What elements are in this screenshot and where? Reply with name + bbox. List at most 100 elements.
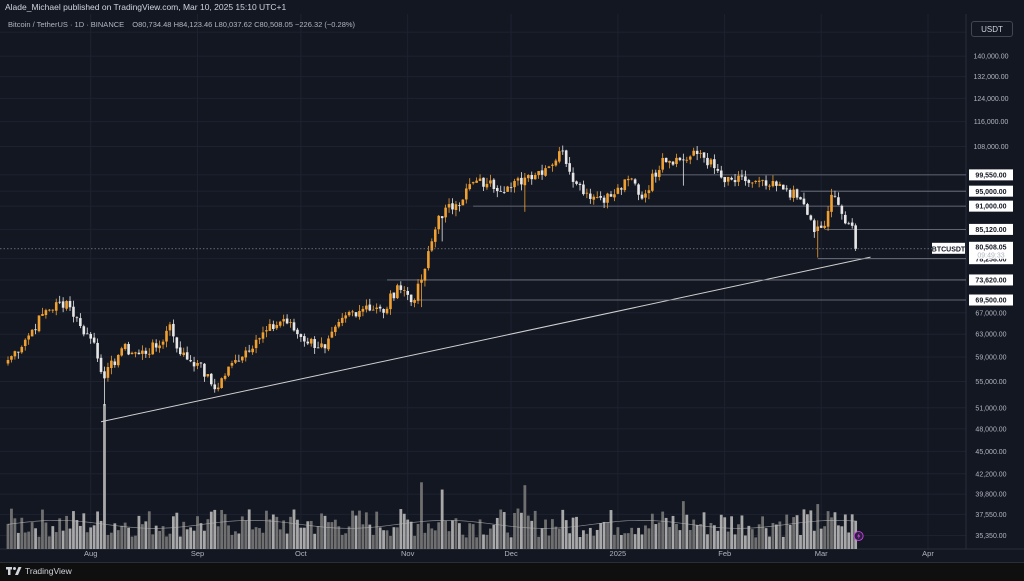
volume-bar: [109, 532, 113, 549]
candle-body: [51, 309, 55, 311]
candle-body: [368, 304, 372, 311]
candle-body: [433, 229, 437, 242]
volume-bar: [240, 516, 244, 549]
volume-bar: [509, 537, 513, 549]
price-tick-label: 140,000.00: [973, 54, 1008, 61]
candle-body: [719, 170, 723, 178]
candle-body: [161, 341, 165, 345]
candle-body: [268, 323, 272, 331]
volume-bar: [737, 524, 740, 549]
volume-bar: [82, 513, 86, 549]
candle-body: [65, 301, 68, 309]
volume-bar: [433, 530, 437, 549]
candle-body: [606, 193, 609, 203]
symbol-info: Bitcoin / TetherUS · 1D · BINANCE O80,73…: [8, 20, 355, 29]
candle-body: [144, 350, 148, 354]
candle-body: [6, 360, 10, 364]
volume-bar: [578, 537, 582, 549]
time-tick-label: Nov: [401, 549, 415, 558]
candle-body: [382, 309, 385, 313]
candle-body: [330, 331, 334, 338]
candle-body: [316, 347, 320, 349]
volume-bar: [847, 532, 851, 549]
candle-body: [48, 309, 51, 311]
volume-bar: [161, 526, 165, 549]
volume-bar: [140, 524, 144, 549]
candle-body: [423, 268, 427, 281]
candle-body: [72, 306, 75, 317]
candle-body: [278, 321, 282, 326]
level-label: 95,000.00: [975, 189, 1006, 196]
tradingview-logo[interactable]: TradingView: [6, 566, 72, 576]
candle-body: [730, 177, 733, 180]
candle-body: [613, 194, 616, 198]
volume-bar: [685, 514, 689, 549]
candle-body: [227, 366, 230, 376]
candle-body: [513, 181, 516, 188]
volume-bar: [402, 513, 406, 549]
candle-body: [561, 150, 565, 152]
candle-body: [413, 300, 416, 303]
candle-body: [17, 351, 20, 353]
candle-body: [185, 352, 189, 360]
candle-body: [340, 317, 344, 323]
candle-body: [209, 373, 213, 385]
candle-body: [30, 329, 34, 337]
candle-body: [682, 159, 685, 161]
volume-bar: [575, 516, 578, 549]
candle-body: [489, 180, 492, 184]
volume-bar: [6, 523, 10, 549]
volume-bar: [258, 528, 261, 549]
candle-body: [365, 305, 368, 310]
candle-body: [464, 188, 468, 200]
price-tag-value: 80,508.05: [975, 244, 1006, 251]
volume-bar: [692, 519, 696, 549]
candle-body: [468, 184, 472, 190]
candle-body: [371, 309, 375, 311]
candle-body: [578, 183, 582, 185]
candle-body: [437, 215, 441, 230]
volume-bar: [47, 536, 51, 549]
candle-body: [775, 181, 778, 186]
candle-body: [788, 189, 792, 198]
candle-body: [471, 182, 475, 184]
level-label: 85,120.00: [975, 227, 1006, 234]
candle-body: [79, 318, 82, 327]
time-tick-label: Aug: [84, 549, 97, 558]
volume-bar: [599, 522, 603, 549]
candle-body: [668, 160, 671, 163]
price-chart[interactable]: 99,550.00 95,000.00 91,000.00 85,120.00 78,2…: [0, 0, 1024, 562]
volume-bar: [364, 512, 368, 549]
candle-body: [609, 194, 613, 197]
currency-button[interactable]: USDT: [971, 21, 1013, 37]
volume-bar: [72, 511, 75, 549]
volume-bar: [278, 529, 282, 549]
candle-body: [830, 194, 833, 212]
volume-bar: [478, 519, 482, 549]
volume-bar: [395, 527, 399, 549]
volume-bar: [740, 515, 744, 549]
candle-body: [34, 329, 37, 331]
volume-bar: [733, 534, 737, 549]
volume-bar: [695, 524, 699, 549]
level-label: 78,258.00: [975, 256, 1006, 263]
volume-bar: [661, 511, 665, 549]
volume-bar: [261, 532, 265, 549]
candle-body: [223, 375, 227, 379]
price-tick-label: 48,000.00: [975, 426, 1006, 433]
volume-bar: [785, 514, 789, 549]
volume-bar: [440, 489, 444, 549]
volume-bar: [165, 536, 168, 549]
volume-bar: [137, 515, 141, 549]
candle-body: [781, 184, 785, 190]
candle-body: [630, 178, 633, 180]
volume-bar: [34, 528, 37, 549]
candle-body: [113, 361, 117, 365]
volume-bar: [464, 537, 468, 549]
volume-bar: [99, 520, 103, 549]
symbol-name[interactable]: Bitcoin / TetherUS · 1D · BINANCE: [8, 20, 125, 29]
volume-bar: [220, 509, 224, 549]
candle-body: [182, 352, 186, 356]
candle-body: [568, 163, 571, 172]
volume-bar: [196, 516, 199, 549]
